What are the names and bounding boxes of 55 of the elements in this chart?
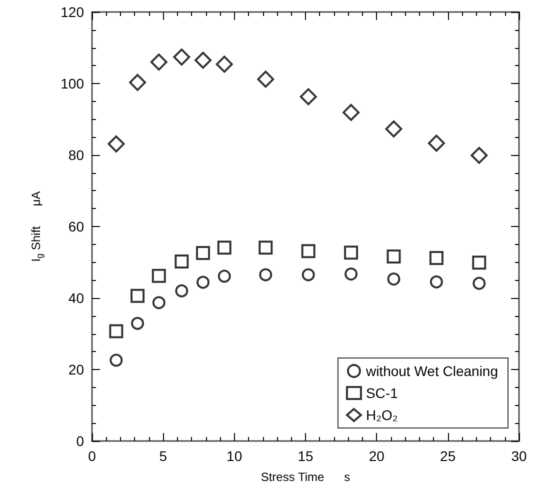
point — [108, 135, 125, 152]
y-tick-label: 60 — [68, 218, 84, 234]
point — [300, 88, 317, 106]
y-axis-title: Ig Shift μA — [29, 191, 44, 262]
point — [302, 268, 315, 282]
point — [472, 256, 486, 270]
x-tick-label: 0 — [88, 448, 96, 464]
legend-label: H₂O₂ — [366, 407, 398, 423]
point — [216, 56, 233, 73]
point — [150, 54, 168, 71]
y-tick-label: 80 — [68, 147, 84, 163]
point — [196, 246, 210, 260]
point — [131, 316, 144, 330]
legend-label: SC-1 — [366, 385, 398, 401]
point — [196, 276, 210, 289]
point — [152, 268, 166, 283]
x-tick-label: 5 — [159, 448, 168, 464]
point — [430, 275, 443, 288]
point — [109, 324, 124, 338]
point — [173, 48, 190, 66]
point — [387, 272, 400, 286]
y-tick-label: 20 — [68, 362, 84, 378]
x-tick-label: 30 — [511, 448, 527, 464]
point — [428, 134, 445, 152]
y-tick-label: 100 — [60, 76, 84, 92]
x-tick-label: 25 — [440, 448, 456, 464]
point — [470, 146, 488, 164]
point — [152, 296, 166, 310]
point — [129, 74, 146, 91]
x-tick-label: 15 — [298, 448, 314, 464]
point — [174, 254, 189, 269]
point — [342, 104, 360, 121]
point — [130, 288, 145, 303]
point — [301, 244, 316, 258]
x-tick-label: 20 — [368, 448, 385, 464]
point — [385, 120, 402, 138]
y-tick-label: 120 — [60, 4, 84, 20]
x-tick-label: 10 — [226, 448, 242, 464]
point — [258, 240, 273, 255]
point — [344, 246, 358, 260]
point — [386, 250, 401, 264]
point — [218, 270, 231, 283]
point — [257, 70, 274, 88]
point — [110, 354, 123, 367]
point — [194, 52, 212, 69]
legend-label: without Wet Cleaning — [364, 363, 498, 379]
point — [344, 268, 358, 281]
point — [259, 268, 272, 282]
point — [175, 284, 188, 298]
y-tick-label: 40 — [68, 290, 84, 306]
point — [217, 240, 232, 255]
point — [472, 276, 486, 290]
point — [429, 250, 444, 265]
y-tick-label: 0 — [76, 433, 84, 449]
x-axis-title: Stress Time s — [260, 470, 350, 484]
